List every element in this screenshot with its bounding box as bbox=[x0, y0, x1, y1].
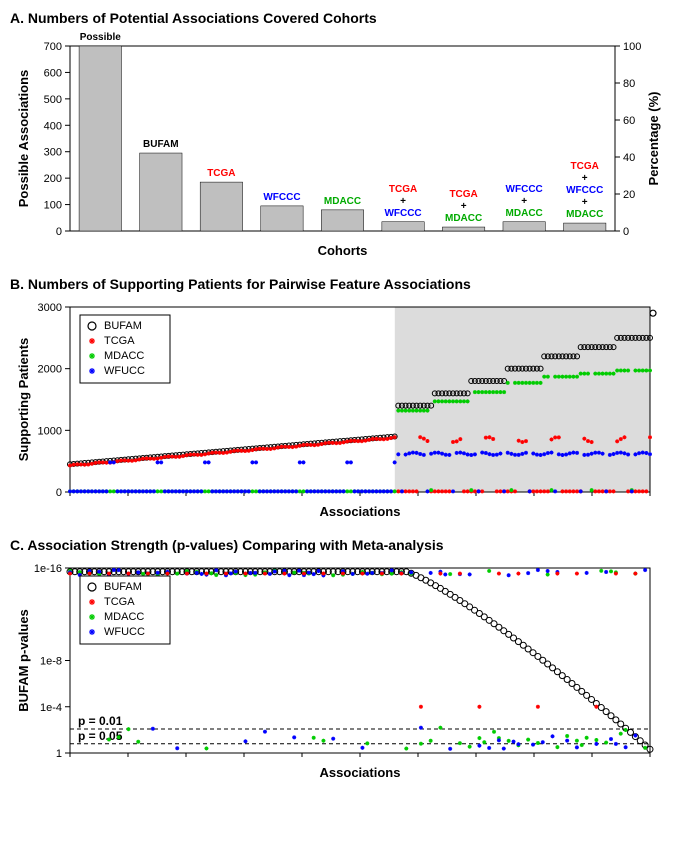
svg-text:0: 0 bbox=[56, 226, 62, 238]
svg-text:0: 0 bbox=[623, 226, 629, 238]
svg-text:WFCCC: WFCCC bbox=[506, 184, 543, 195]
svg-text:Possible: Possible bbox=[80, 32, 122, 43]
panel-b-chart: 0 1000 2000 3000 Supporting Patients Associat… bbox=[10, 297, 670, 522]
svg-text:MDACC: MDACC bbox=[104, 611, 144, 623]
svg-text:+: + bbox=[400, 196, 406, 207]
panel-b: B. Numbers of Supporting Patients for Pa… bbox=[10, 276, 690, 522]
svg-text:TCGA: TCGA bbox=[104, 596, 135, 608]
svg-text:BUFAM: BUFAM bbox=[104, 320, 142, 332]
svg-text:Possible Associations: Possible Associations bbox=[16, 70, 31, 208]
svg-text:WFUCC: WFUCC bbox=[104, 365, 145, 377]
svg-text:WFUCC: WFUCC bbox=[104, 626, 145, 638]
svg-text:Supporting Patients: Supporting Patients bbox=[16, 338, 31, 462]
svg-text:BUFAM p-values: BUFAM p-values bbox=[16, 609, 31, 712]
svg-text:Percentage (%): Percentage (%) bbox=[646, 92, 661, 186]
svg-text:60: 60 bbox=[623, 115, 635, 127]
svg-text:20: 20 bbox=[623, 189, 635, 201]
panel-c-title: C. Association Strength (p-values) Compa… bbox=[10, 537, 690, 553]
svg-text:+: + bbox=[461, 201, 467, 212]
svg-text:600: 600 bbox=[44, 67, 62, 79]
panel-c: C. Association Strength (p-values) Compa… bbox=[10, 537, 690, 783]
svg-text:1000: 1000 bbox=[38, 425, 62, 437]
svg-text:WFCCC: WFCCC bbox=[384, 208, 421, 219]
svg-text:MDACC: MDACC bbox=[566, 209, 603, 220]
svg-text:+: + bbox=[582, 197, 588, 208]
panel-c-chart: 1 1e-4 1e-8 1e-16 BUFAM p-values Associations… bbox=[10, 558, 670, 783]
svg-text:500: 500 bbox=[44, 94, 62, 106]
svg-text:MDACC: MDACC bbox=[324, 196, 361, 207]
svg-text:BUFAM: BUFAM bbox=[143, 139, 179, 150]
svg-text:40: 40 bbox=[623, 152, 635, 164]
svg-text:700: 700 bbox=[44, 41, 62, 53]
svg-text:TCGA: TCGA bbox=[389, 184, 417, 195]
svg-text:2000: 2000 bbox=[38, 364, 62, 376]
svg-text:+: + bbox=[582, 173, 588, 184]
svg-text:300: 300 bbox=[44, 147, 62, 159]
svg-text:Associations: Associations bbox=[320, 504, 401, 519]
svg-text:p = 0.01: p = 0.01 bbox=[78, 714, 123, 728]
svg-text:MDACC: MDACC bbox=[104, 350, 144, 362]
svg-text:1e-8: 1e-8 bbox=[40, 656, 62, 668]
panel-b-title: B. Numbers of Supporting Patients for Pa… bbox=[10, 276, 690, 292]
svg-text:TCGA: TCGA bbox=[449, 189, 477, 200]
svg-text:Associations: Associations bbox=[320, 765, 401, 780]
svg-text:100: 100 bbox=[44, 200, 62, 212]
svg-text:100: 100 bbox=[623, 41, 641, 53]
svg-text:200: 200 bbox=[44, 173, 62, 185]
svg-text:MDACC: MDACC bbox=[506, 208, 543, 219]
svg-text:TCGA: TCGA bbox=[104, 335, 135, 347]
svg-text:Cohorts: Cohorts bbox=[318, 243, 368, 258]
svg-text:MDACC: MDACC bbox=[445, 213, 482, 224]
svg-text:+: + bbox=[521, 196, 527, 207]
svg-text:TCGA: TCGA bbox=[571, 161, 599, 172]
svg-text:0: 0 bbox=[56, 487, 62, 499]
svg-text:WFCCC: WFCCC bbox=[263, 192, 300, 203]
panel-a: A. Numbers of Potential Associations Cov… bbox=[10, 10, 690, 261]
svg-text:80: 80 bbox=[623, 78, 635, 90]
panel-a-title: A. Numbers of Potential Associations Cov… bbox=[10, 10, 690, 26]
svg-text:p = 0.05: p = 0.05 bbox=[78, 729, 123, 743]
svg-text:TCGA: TCGA bbox=[207, 168, 235, 179]
svg-text:1e-16: 1e-16 bbox=[34, 563, 62, 575]
panel-a-chart: 0 100 200 300 400 500 600 700 0 20 40 60 80 100 Possib… bbox=[10, 31, 670, 261]
svg-text:1: 1 bbox=[56, 748, 62, 760]
svg-text:BUFAM: BUFAM bbox=[104, 581, 142, 593]
svg-text:WFCCC: WFCCC bbox=[566, 185, 603, 196]
svg-text:1e-4: 1e-4 bbox=[40, 702, 62, 714]
svg-text:3000: 3000 bbox=[38, 302, 62, 314]
svg-text:400: 400 bbox=[44, 120, 62, 132]
